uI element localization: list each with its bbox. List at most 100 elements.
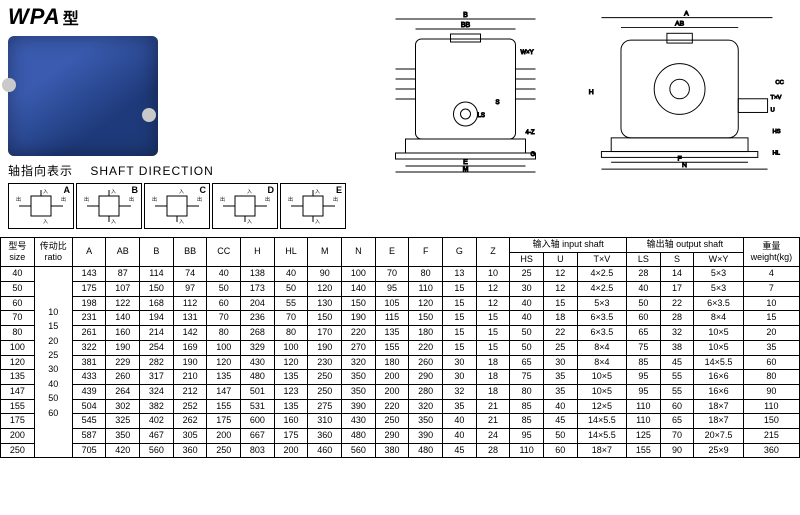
cell: 280 [409,384,443,399]
svg-text:出: 出 [152,196,157,203]
cell: 460 [308,443,342,458]
svg-text:T×V: T×V [771,95,782,101]
cell: 160 [274,414,308,429]
cell: 135 [207,370,241,385]
cell: 160 [106,326,140,341]
th-M: M [308,238,342,267]
cell: 65 [627,326,661,341]
cell: 250 [375,414,409,429]
svg-text:入: 入 [247,189,252,195]
cell: 105 [375,296,409,311]
svg-text:BB: BB [461,22,471,29]
cell: 32 [443,384,477,399]
cell: 180 [409,326,443,341]
cell: 95 [375,282,409,297]
th-G: G [443,238,477,267]
cell: 50 [274,282,308,297]
cell: 40 [443,414,477,429]
cell-size: 135 [1,370,35,385]
cell: 18 [476,370,510,385]
th-A: A [72,238,106,267]
svg-text:4-Z: 4-Z [526,130,535,136]
svg-text:M: M [463,166,469,173]
th-E: E [375,238,409,267]
table-row: 5017510715097501735012014095110151230124… [1,282,800,297]
cell: 15 [476,311,510,326]
table-row: 1755453254022621756001603104302503504021… [1,414,800,429]
svg-text:U: U [771,107,775,113]
cell: 25 [510,267,544,282]
cell: 22 [660,296,694,311]
cell: 155 [207,399,241,414]
cell: 45 [543,414,577,429]
th-B: B [140,238,174,267]
cell: 40 [627,282,661,297]
cell: 60 [207,296,241,311]
title-main: WPA [8,4,61,30]
cell: 18 [476,355,510,370]
cell: 282 [140,355,174,370]
svg-text:入: 入 [43,219,48,224]
cell: 60 [543,443,577,458]
cell: 75 [627,340,661,355]
cell: 14×5.5 [577,414,626,429]
svg-text:出: 出 [265,196,270,203]
svg-text:入: 入 [43,189,48,195]
cell: 264 [106,384,140,399]
cell: 350 [409,414,443,429]
cell: 60 [660,399,694,414]
svg-text:HL: HL [772,150,780,156]
cell: 254 [140,340,174,355]
th-TV: T×V [577,252,626,267]
cell: 200 [375,370,409,385]
svg-text:出: 出 [129,196,134,203]
cell: 55 [274,296,308,311]
cell: 107 [106,282,140,297]
table-row: 1474392643242121475011232503502002803218… [1,384,800,399]
svg-text:A: A [684,11,689,18]
cell: 17 [660,282,694,297]
cell: 480 [241,370,275,385]
cell: 275 [308,399,342,414]
svg-text:G: G [531,152,536,158]
cell: 95 [510,428,544,443]
cell: 6×3.5 [694,296,743,311]
cell: 150 [308,311,342,326]
th-weight: 重量 weight(kg) [743,238,799,267]
cell: 120 [207,355,241,370]
cell: 15 [476,326,510,341]
cell-size: 80 [1,326,35,341]
cell: 18 [476,384,510,399]
cell: 204 [241,296,275,311]
table-row: 1003221902541691003291001902701552201515… [1,340,800,355]
cell: 90 [308,267,342,282]
cell: 329 [241,340,275,355]
cell: 24 [476,428,510,443]
cell: 168 [140,296,174,311]
cell: 130 [308,296,342,311]
cell: 705 [72,443,106,458]
table-row: 1203812292821901204301202303201802603018… [1,355,800,370]
svg-text:出: 出 [220,196,225,203]
cell: 4×2.5 [577,282,626,297]
cell: 135 [274,399,308,414]
cell: 55 [660,370,694,385]
cell: 135 [274,370,308,385]
cell: 190 [308,340,342,355]
cell: 142 [173,326,207,341]
svg-text:入: 入 [247,219,252,224]
title-sub: 型 [63,5,79,29]
cell: 12 [543,282,577,297]
svg-text:入: 入 [315,219,320,224]
cell: 236 [241,311,275,326]
cell: 175 [274,428,308,443]
cell: 262 [173,414,207,429]
cell: 350 [342,384,376,399]
cell: 40 [443,428,477,443]
cell: 90 [743,384,799,399]
svg-text:出: 出 [288,196,293,203]
cell: 10×5 [577,370,626,385]
cell: 587 [72,428,106,443]
cell: 420 [106,443,140,458]
cell: 100 [207,340,241,355]
